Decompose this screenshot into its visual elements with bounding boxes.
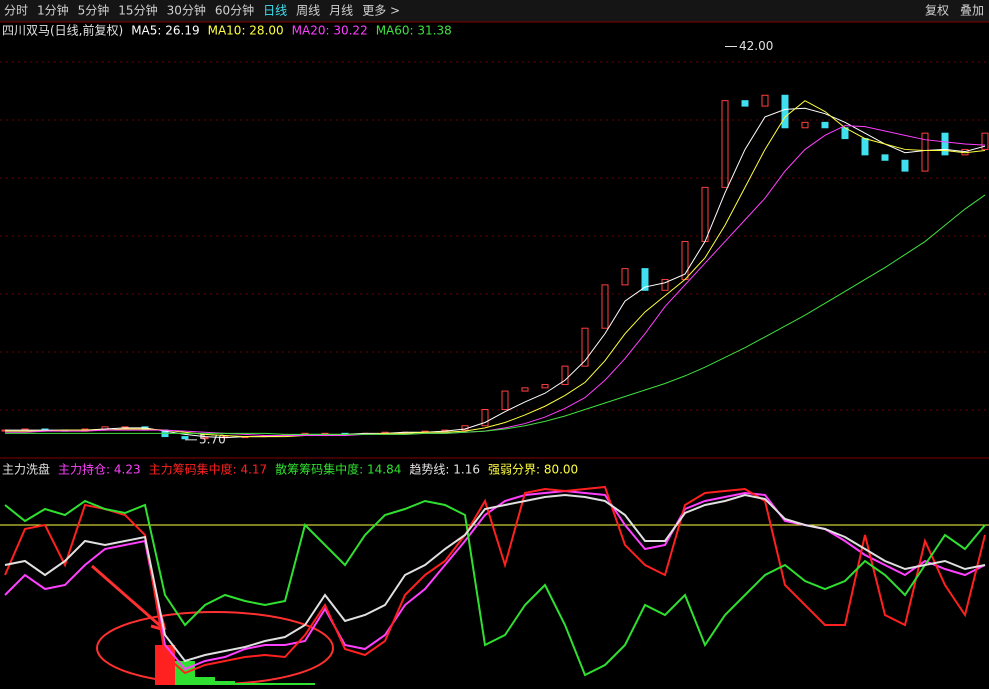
candle	[501, 390, 509, 410]
legend-entry: MA60: 31.38	[376, 24, 452, 38]
candle	[901, 159, 909, 172]
legend-entry: 主力筹码集中度: 4.17	[149, 462, 268, 477]
candle	[921, 132, 929, 172]
candle	[801, 121, 809, 129]
histogram-bar	[235, 683, 255, 685]
candle	[601, 284, 609, 329]
toolbar-button[interactable]: 复权	[925, 4, 949, 18]
candle	[761, 94, 769, 107]
legend-entry: MA20: 30.22	[292, 24, 368, 38]
legend-entry: 主力洗盘	[2, 462, 50, 477]
highlight-ellipse	[96, 611, 334, 685]
series-line	[5, 107, 986, 439]
toolbar-tab[interactable]: 1分钟	[37, 3, 69, 18]
candle	[641, 268, 649, 291]
legend-entry: MA10: 28.00	[208, 24, 284, 38]
series-line	[5, 194, 986, 435]
toolbar-tab[interactable]: 更多 >	[362, 4, 400, 18]
series-line	[4, 493, 986, 663]
annotation: 5.70	[199, 432, 226, 446]
candle	[721, 100, 729, 188]
toolbar-button[interactable]: 叠加	[960, 4, 984, 18]
candle	[541, 384, 549, 389]
legend-entry: 趋势线: 1.16	[409, 463, 480, 477]
histogram-bar	[155, 645, 175, 685]
series-line	[4, 499, 986, 677]
candle	[181, 436, 189, 440]
toolbar	[0, 0, 989, 22]
candle	[481, 408, 489, 427]
arrow	[91, 564, 167, 632]
toolbar-tab[interactable]: 分时	[4, 4, 28, 18]
histogram-bar	[255, 683, 275, 685]
candle	[861, 138, 869, 156]
toolbar-tab[interactable]: 周线	[296, 4, 320, 18]
histogram-bar	[195, 677, 215, 685]
toolbar-tab[interactable]: 15分钟	[118, 3, 157, 18]
histogram-bar	[215, 681, 235, 685]
candle	[621, 268, 629, 286]
candle	[201, 437, 209, 440]
candle	[941, 132, 949, 156]
series-line	[5, 100, 986, 438]
annotation: 42.00	[739, 39, 773, 53]
candle	[821, 121, 829, 129]
candle	[701, 186, 709, 243]
candle	[981, 132, 989, 150]
legend-entry: 散筹筹码集中度: 14.84	[275, 462, 401, 477]
toolbar-tab[interactable]: 月线	[329, 4, 353, 18]
legend-entry: 四川双马(日线,前复权)	[2, 23, 123, 38]
toolbar-tab[interactable]: 60分钟	[215, 3, 254, 18]
toolbar-tab[interactable]: 5分钟	[78, 3, 110, 18]
candle	[581, 327, 589, 367]
grid	[0, 61, 989, 411]
legend-entry: 强弱分界: 80.00	[488, 463, 578, 477]
toolbar-tab[interactable]: 日线	[263, 4, 287, 18]
candle	[561, 365, 569, 386]
legend-entry: 主力持仓: 4.23	[58, 462, 141, 477]
series-line	[4, 485, 986, 675]
candle	[661, 278, 669, 291]
histogram-bar	[275, 683, 295, 685]
candle	[741, 100, 749, 107]
legend-entry: MA5: 26.19	[131, 24, 199, 38]
candle	[781, 94, 789, 129]
toolbar-tab[interactable]: 30分钟	[167, 3, 206, 18]
series-line	[5, 125, 986, 436]
candle	[881, 154, 889, 161]
histogram-bar	[295, 683, 315, 685]
candle	[521, 387, 529, 392]
